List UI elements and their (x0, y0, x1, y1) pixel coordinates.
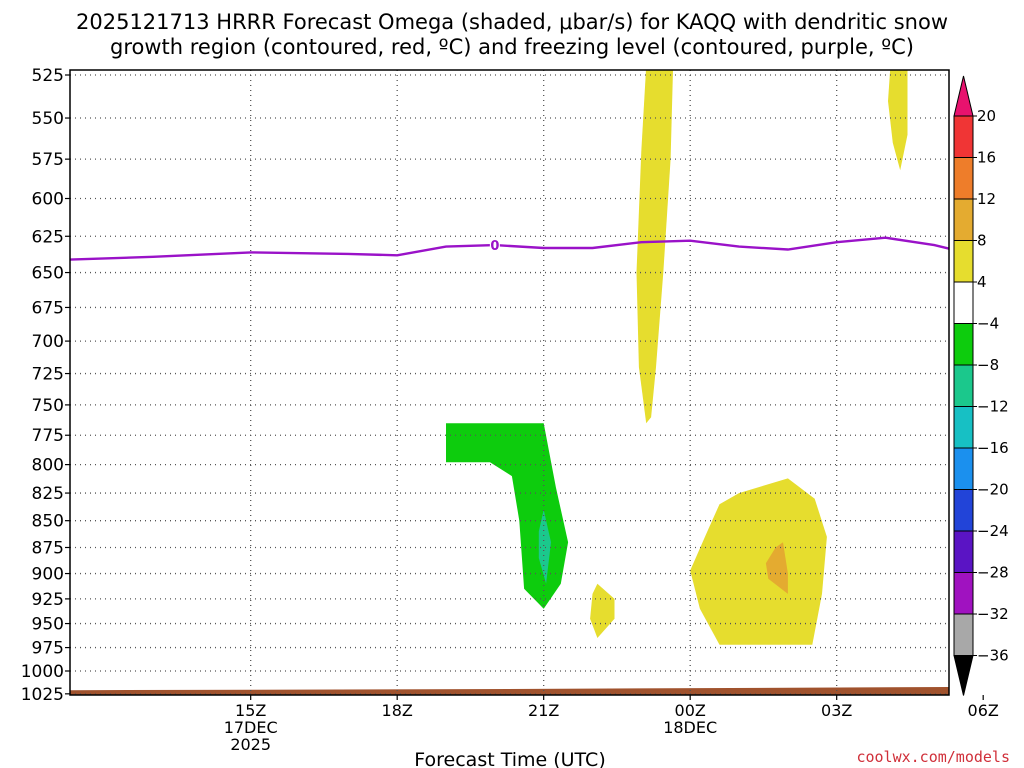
y-tick-label-925: 925 (32, 590, 64, 610)
y-tick-label-625: 625 (32, 227, 64, 247)
omega-positive-small (590, 583, 615, 638)
y-tick-label-675: 675 (32, 298, 64, 318)
chart-title-line2: growth region (contoured, red, ºC) and f… (110, 35, 914, 59)
x-tick-label-2-2: 2025 (230, 735, 271, 754)
y-tick-label-1025: 1025 (21, 685, 64, 705)
y-tick-label-750: 750 (32, 396, 64, 416)
plot-area: 0 (70, 70, 949, 695)
colorbar-swatch-8 (953, 406, 974, 449)
colorbar-label-5: −4 (977, 315, 999, 333)
x-tick-label-5-0: 18Z (382, 701, 413, 720)
omega-negative-block (446, 423, 569, 609)
x-tick-label-2-0: 15Z (235, 701, 266, 720)
colorbar-cap-bottom (953, 655, 974, 696)
colorbar-swatch-13 (953, 613, 974, 656)
colorbar: 20 16 12 8 4 −4 −8 −12 −16 −20 −24 −28 −32 −36 (953, 75, 1009, 696)
y-tick-label-800: 800 (32, 456, 64, 476)
x-tick-label-8-0: 21Z (528, 701, 559, 720)
colorbar-swatch-11 (953, 530, 974, 573)
x-tick-label-17-0: 06Z (968, 701, 999, 720)
colorbar-label-12: −32 (977, 605, 1009, 623)
freezing-level-label: 0 (490, 239, 499, 254)
colorbar-label-7: −12 (977, 398, 1009, 416)
colorbar-label-0: 20 (977, 107, 996, 125)
credit-text: coolwx.com/models (856, 748, 1010, 766)
colorbar-label-6: −8 (977, 356, 999, 374)
y-tick-label-525: 525 (32, 66, 64, 86)
omega-positive-lower (690, 478, 827, 645)
y-tick-label-600: 600 (32, 190, 64, 210)
colorbar-label-10: −24 (977, 522, 1009, 540)
freezing-level-line (70, 236, 949, 261)
y-tick-label-975: 975 (32, 639, 64, 659)
omega-negative-core (538, 509, 551, 584)
colorbar-label-2: 12 (977, 190, 996, 208)
chart-title-line1: 2025121713 HRRR Forecast Omega (shaded, … (76, 10, 948, 34)
y-tick-label-650: 650 (32, 264, 64, 284)
colorbar-swatch-1 (953, 115, 974, 158)
colorbar-label-1: 16 (977, 149, 996, 167)
colorbar-swatch-6 (953, 323, 974, 366)
colorbar-label-9: −20 (977, 481, 1009, 499)
y-axis: 525 550 575 600 625 650 675 700 725 750 775 800 825 8… (21, 66, 70, 705)
colorbar-swatch-5 (953, 281, 974, 324)
omega-positive-core (765, 542, 788, 594)
omega-positive-upper-2 (888, 70, 908, 171)
y-tick-label-725: 725 (32, 365, 64, 385)
x-tick-label-11-0: 00Z (675, 701, 706, 720)
colorbar-label-4: 4 (977, 273, 987, 291)
omega-positive-upper-1 (636, 70, 673, 424)
colorbar-label-3: 8 (977, 232, 987, 250)
y-tick-label-875: 875 (32, 538, 64, 558)
colorbar-swatch-2 (953, 157, 974, 200)
y-tick-label-825: 825 (32, 484, 64, 504)
x-tick-label-11-1: 18DEC (663, 718, 717, 737)
y-tick-label-1000: 1000 (21, 662, 64, 682)
x-tick-label-14-0: 03Z (821, 701, 852, 720)
colorbar-label-11: −28 (977, 564, 1009, 582)
colorbar-swatch-10 (953, 489, 974, 532)
colorbar-swatch-3 (953, 198, 974, 241)
colorbar-cap-top (953, 75, 974, 117)
colorbar-swatch-12 (953, 572, 974, 615)
x-tick-label-2-1: 17DEC (224, 718, 278, 737)
colorbar-swatch-4 (953, 240, 974, 283)
y-tick-label-550: 550 (32, 109, 64, 129)
colorbar-swatch-9 (953, 447, 974, 490)
x-axis-label: Forecast Time (UTC) (414, 749, 605, 768)
y-tick-label-850: 850 (32, 512, 64, 532)
y-tick-label-700: 700 (32, 332, 64, 352)
terrain-fill (70, 687, 949, 695)
colorbar-label-8: −16 (977, 439, 1009, 457)
colorbar-swatch-7 (953, 364, 974, 407)
y-tick-label-775: 775 (32, 426, 64, 446)
y-tick-label-900: 900 (32, 565, 64, 585)
y-tick-label-575: 575 (32, 150, 64, 170)
colorbar-label-13: −36 (977, 647, 1009, 665)
y-tick-label-950: 950 (32, 615, 64, 635)
plot-frame (69, 69, 950, 696)
